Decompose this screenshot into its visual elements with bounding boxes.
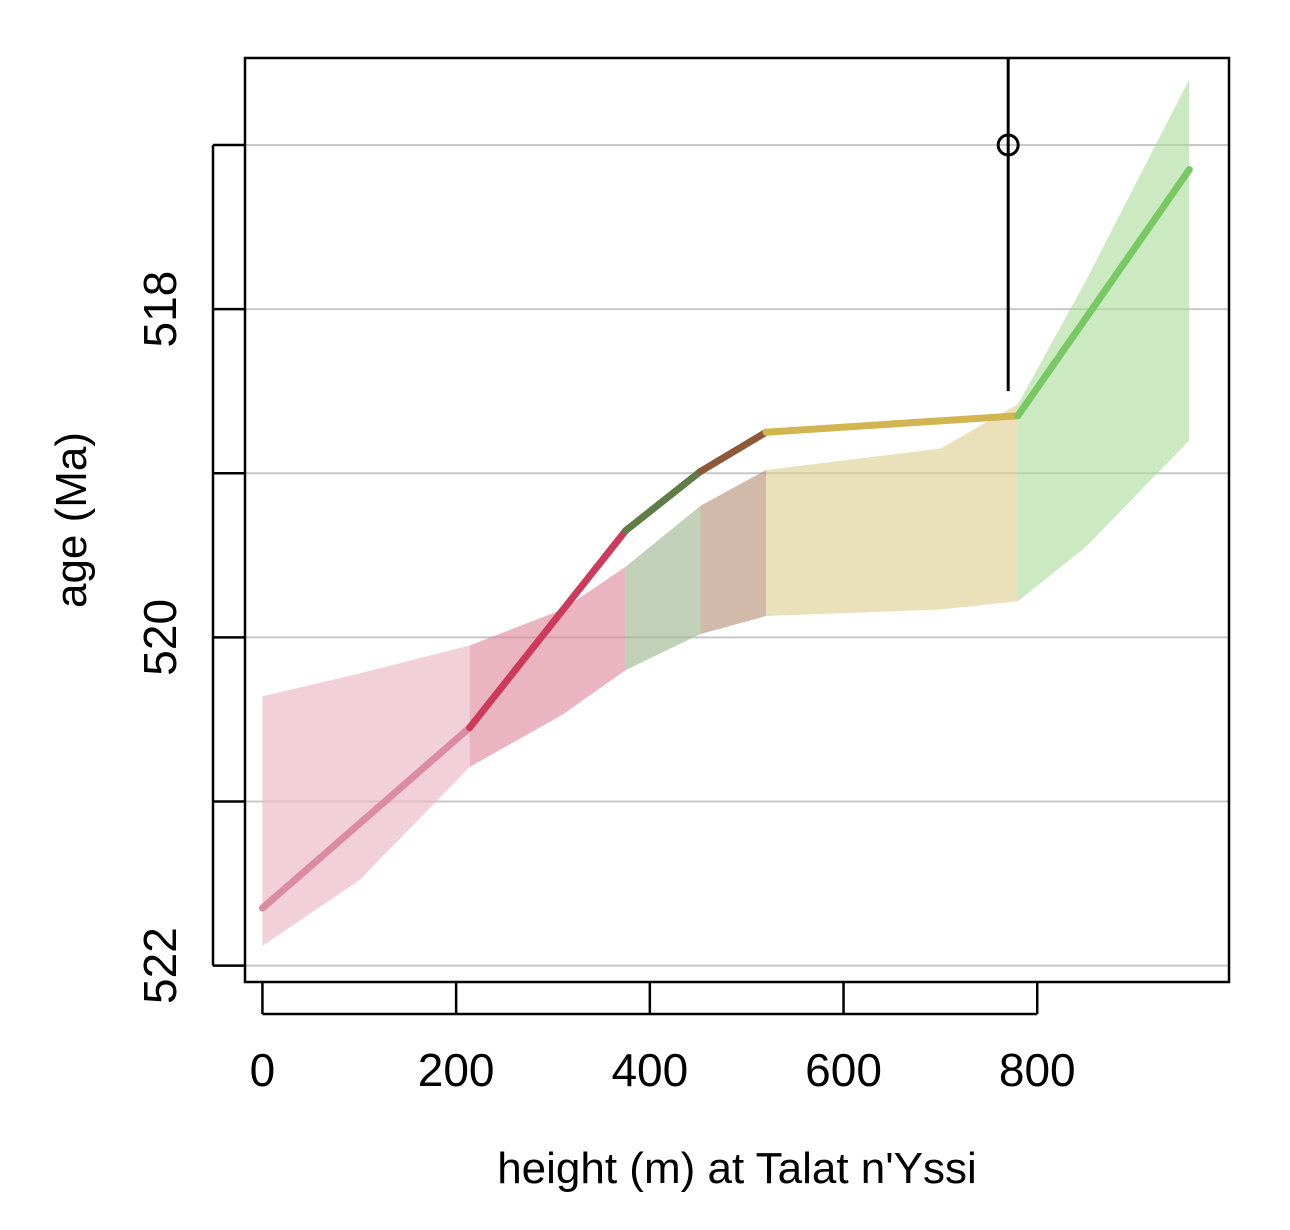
series-line-3	[622, 468, 704, 535]
x-axis: 0 200 400 600 800	[250, 982, 1076, 1096]
y-tick-label: 520	[134, 599, 186, 676]
data-points	[996, 58, 1020, 392]
x-tick-label: 600	[805, 1044, 882, 1096]
confidence-band-3	[625, 506, 701, 671]
series-line-1	[258, 724, 474, 912]
x-tick-label: 400	[611, 1044, 688, 1096]
confidence-band-1	[262, 645, 470, 946]
series-line-6	[1014, 166, 1193, 420]
plot-frame	[243, 56, 1231, 984]
confidence-band-2	[469, 566, 626, 768]
x-axis-title: height (m) at Talat n'Yssi	[497, 1144, 977, 1193]
confidence-bands	[262, 79, 1190, 946]
y-axis: 518 520 522	[134, 143, 245, 1004]
confidence-band-6	[1017, 79, 1190, 602]
x-tick-label: 0	[250, 1044, 276, 1096]
confidence-band-5	[766, 404, 1018, 617]
y-axis-title: age (Ma)	[47, 432, 96, 608]
series-line-2	[466, 527, 630, 732]
data-point	[996, 133, 1020, 157]
y-tick-label: 522	[134, 927, 186, 1004]
confidence-band-4	[700, 469, 767, 635]
x-tick-label: 200	[418, 1044, 495, 1096]
series-lines	[258, 166, 1193, 912]
x-tick-label: 800	[999, 1044, 1076, 1096]
series-line-5	[762, 412, 1022, 436]
series-line-4	[696, 428, 770, 476]
y-tick-label: 518	[134, 271, 186, 348]
